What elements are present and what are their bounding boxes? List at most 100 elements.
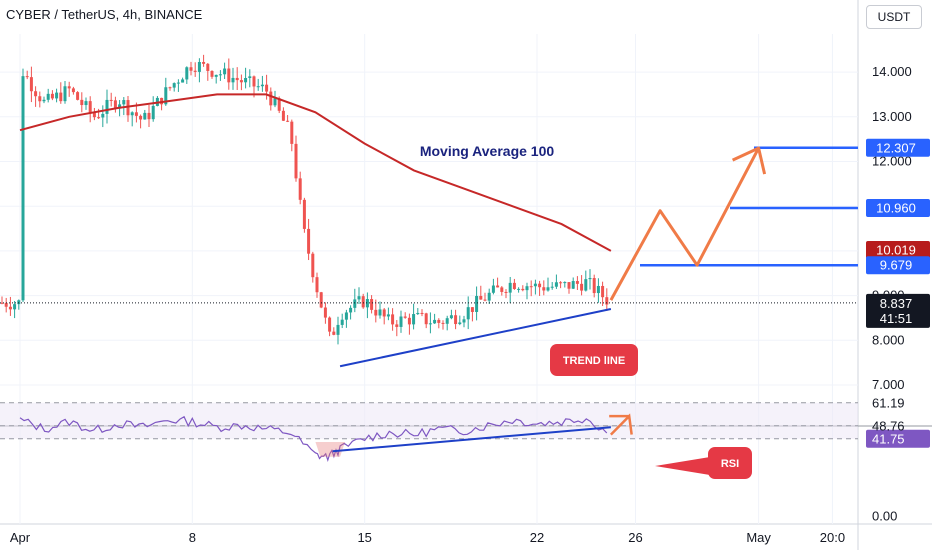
candle-body [538,283,542,288]
candle-body [307,228,311,254]
candle-body [588,278,592,280]
rsi-trend-line [332,426,611,453]
candle-body [454,315,458,325]
rsi-tick-label: 48.76 [872,418,905,433]
candle-body [554,282,558,287]
candle-body [294,143,298,179]
candle-body [13,304,17,310]
level-price-label: 10.019 [876,243,916,258]
candle-body [508,282,512,293]
candle-body [336,324,340,335]
time-tick-label: 22 [530,530,544,545]
candle-body [248,76,252,79]
rsi-band-fill [0,402,858,439]
candle-body [168,87,172,89]
candle-body [256,86,260,88]
candle-body [512,282,516,289]
candle-body [260,84,264,87]
candle-body [21,76,25,301]
candle-body [202,61,206,64]
candle-body [29,77,33,92]
candle-body [67,86,71,89]
candle-body [424,313,428,325]
candle-body [273,98,277,106]
candle-body [416,312,420,315]
candle-body [206,63,210,71]
candle-body [517,288,521,290]
candle-body [197,61,201,72]
candle-body [235,77,239,81]
candle-body [8,306,12,310]
candle-body [84,101,88,106]
candle-body [176,82,180,84]
candle-body [311,253,315,278]
candle-body [487,292,491,301]
level-price-tag [866,256,930,275]
candle-body [386,314,390,317]
candle-body [46,93,50,100]
candle-body [542,287,546,291]
candle-body [25,76,29,78]
time-tick-label: 26 [628,530,642,545]
level-price-tag [866,138,930,157]
candle-body [126,100,130,116]
price-tick-label: 12.000 [872,154,912,169]
candle-body [584,279,588,291]
rsi-label-badge [708,447,752,479]
candle-body [277,98,281,111]
candle-body [164,87,168,105]
time-tick-label: May [746,530,771,545]
candle-body [290,121,294,144]
candle-body [412,314,416,325]
trend-line [339,308,612,368]
currency-unit-button[interactable]: USDT [866,5,922,29]
candle-body [55,92,59,99]
candle-body [42,99,46,102]
candle-body [0,302,4,304]
candle-body [449,315,453,319]
candle-body [281,110,285,121]
candle-body [525,286,529,291]
candle-body [151,105,155,120]
candle-body [340,319,344,325]
candle-body [130,112,134,116]
candle-body [479,295,483,300]
candle-body [395,324,399,327]
candle-body [92,112,96,118]
candle-body [185,67,189,80]
candle-body [441,322,445,324]
candle-body [580,283,584,291]
candle-body [353,299,357,308]
candle-body [38,96,42,102]
moving-average-line [19,93,612,252]
candle-body [550,286,554,288]
candle-body [50,93,54,99]
level-price-tag [866,241,930,260]
time-tick-label: 15 [357,530,371,545]
candle-body [601,285,605,298]
candle-body [491,285,495,293]
price-tick-label: 13.000 [872,109,912,124]
candle-body [504,291,508,293]
time-tick-label: 20:0 [820,530,845,545]
candle-body [521,288,525,291]
candle-body [63,86,67,102]
candle-body [399,316,403,327]
symbol-title: CYBER / TetherUS, 4h, BINANCE [6,7,203,22]
candle-body [113,100,117,109]
level-price-tag [866,198,930,217]
candle-body [105,99,109,114]
candle-body [575,281,579,284]
candle-body [71,88,75,93]
candle-body [269,91,273,106]
candle-body [210,70,214,77]
candle-body [428,323,432,325]
candle-body [458,322,462,325]
price-tick-label: 8.000 [872,332,905,347]
time-tick-label: 8 [189,530,196,545]
rsi-badge-pointer [655,457,710,475]
candle-body [391,314,395,325]
candle-body [420,312,424,314]
rsi-tick-label: 41.75 [872,431,905,446]
